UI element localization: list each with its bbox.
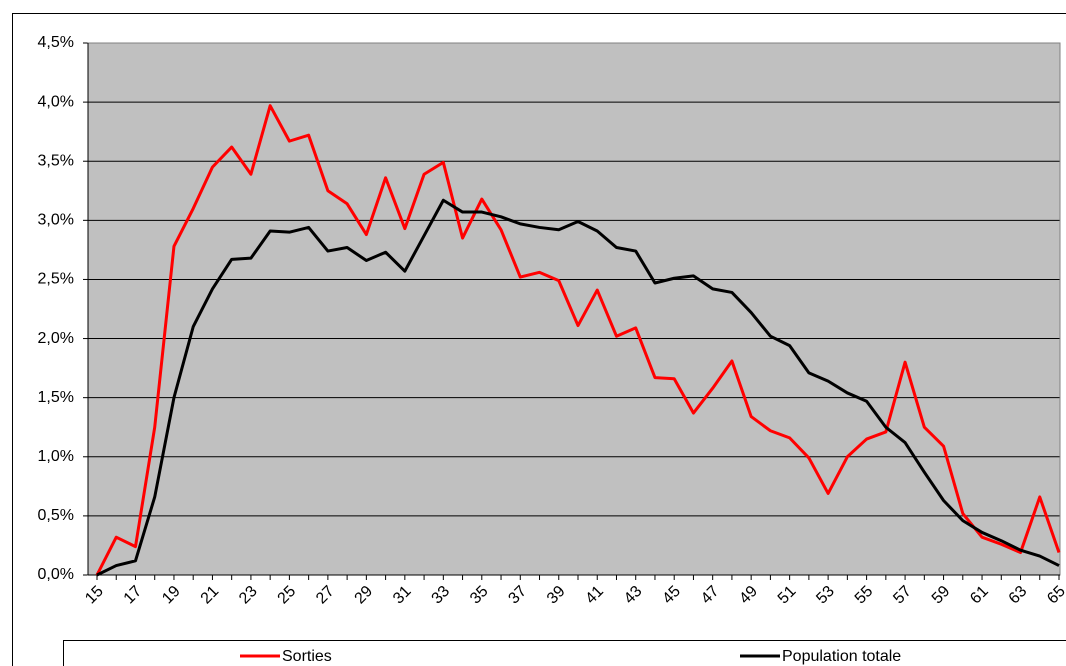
legend-label: Sorties	[282, 648, 332, 665]
y-tick-label: 2,0%	[38, 330, 74, 347]
legend-box	[63, 640, 1066, 666]
legend-label: Population totale	[782, 648, 901, 665]
y-tick-label: 0,0%	[38, 566, 74, 583]
series-line	[95, 104, 1061, 576]
y-tick-label: 0,5%	[38, 507, 74, 524]
y-tick-label: 1,0%	[38, 448, 74, 465]
y-tick-label: 4,0%	[38, 93, 74, 110]
y-tick-label: 2,5%	[38, 271, 74, 288]
y-tick-label: 3,5%	[38, 152, 74, 169]
y-tick-label: 4,5%	[38, 34, 74, 51]
series-line	[96, 198, 1060, 577]
y-tick-label: 3,0%	[38, 212, 74, 229]
plot-area	[88, 43, 1060, 575]
y-tick-label: 1,5%	[38, 389, 74, 406]
x-tick-label: 65	[1044, 583, 1066, 608]
